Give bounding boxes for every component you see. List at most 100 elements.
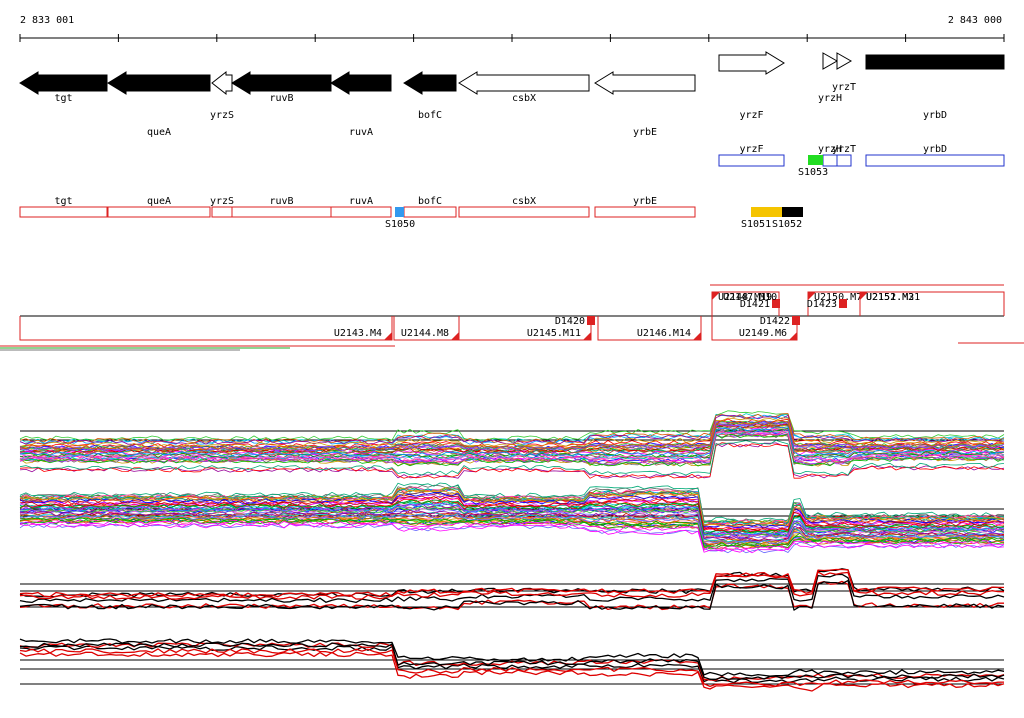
segment-start-marker: [860, 292, 868, 300]
segment-label: U2152.M3: [866, 292, 914, 303]
profile-series-line: [19, 431, 1005, 464]
profile-series-line: [19, 498, 1005, 533]
segment-track: U2143.M4 U2144.M8 U2145.M11 U2146.M14 U2149.…: [0, 284, 1024, 351]
profile-series-line: [19, 426, 1005, 457]
gene-arrow: [107, 71, 211, 95]
profile-series-line: [19, 502, 1005, 536]
profile-series-line: [19, 514, 1005, 545]
gene-arrow: [836, 52, 853, 70]
segment-label: U2146.M14: [637, 328, 691, 339]
red-box-label: yrzS: [210, 196, 234, 207]
profile-series-line: [19, 410, 1005, 441]
marker-label: S1051: [741, 219, 771, 230]
segment-end-marker: [451, 332, 459, 340]
axis-ticks: [19, 34, 1005, 42]
segment-start-marker: [712, 292, 720, 300]
profile-series-line: [19, 428, 1005, 459]
profile-series-line: [19, 648, 1005, 688]
segment-label: U2149.M6: [739, 328, 787, 339]
segment-start-marker: [808, 292, 816, 300]
profile-series-line: [19, 417, 1005, 447]
point-label: D1422: [760, 316, 790, 327]
red-annotation-box: [330, 206, 392, 218]
gene-arrow: [330, 71, 392, 95]
gene-label: csbX: [512, 93, 536, 104]
gene-label: yrzF: [739, 110, 763, 121]
segment-label: U2145.M11: [527, 328, 581, 339]
gene-label: yrzH: [818, 93, 842, 104]
segment-end-marker: [583, 332, 591, 340]
segment-bracket: [597, 316, 702, 341]
red-box-label: tgt: [54, 196, 72, 207]
profile-series-line: [19, 568, 1004, 598]
marker-box: [751, 207, 782, 217]
gene-label: yrbD: [923, 110, 947, 121]
segment-label: U2144.M8: [401, 328, 449, 339]
gene-label: bofC: [418, 110, 442, 121]
profile-series-line: [19, 579, 1005, 611]
profile-series-line: [19, 523, 1005, 554]
blue-box-label: yrbD: [923, 144, 947, 155]
marker-label: S1052: [772, 219, 802, 230]
profile-series-line: [19, 580, 1005, 611]
red-box-label: ruvA: [349, 196, 373, 207]
segment-bracket: [19, 316, 393, 341]
blue-annotation-box: [836, 154, 852, 167]
profile-series-line: [19, 573, 1005, 604]
gene-arrow-track: tgtqueAyrzSruvBruvAbofCcsbXyrbEyrzFyrzHy…: [19, 51, 1005, 138]
point-marker: [792, 316, 800, 325]
red-annotation-box: [403, 206, 457, 218]
segment-label: U2147.M10: [723, 292, 777, 303]
red-box-label: queA: [147, 196, 171, 207]
red-box-label: csbX: [512, 196, 536, 207]
profile-series-line: [19, 645, 1005, 684]
profile-series-line: [19, 642, 1005, 680]
gene-label: ruvB: [269, 93, 293, 104]
marker-box: [782, 207, 803, 217]
profile-series-line: [19, 489, 1005, 527]
profile-series-line: [19, 571, 1005, 600]
profile-series-line: [19, 638, 1005, 677]
blue-box-label: yrzF: [739, 144, 763, 155]
gene-arrow: [403, 71, 457, 95]
red-annotation-box: [211, 206, 233, 218]
point-label: D1423: [807, 299, 837, 310]
profile-series-line: [19, 510, 1005, 542]
profile-series-line: [19, 418, 1005, 449]
profile-series-line: [19, 492, 1005, 529]
blue-box-label: yrzT: [832, 144, 856, 155]
gene-arrow: [458, 71, 590, 95]
blue-annotation-box: [822, 154, 838, 167]
profile-series-line: [19, 419, 1005, 450]
red-annotation-box: [458, 206, 590, 218]
segment-end-marker: [384, 332, 392, 340]
point-marker: [772, 299, 780, 308]
marker-track: S1053 S1050 S1051 S1052: [385, 155, 828, 230]
segment-label: U2148.M19: [718, 292, 772, 303]
profile-series-line: [19, 413, 1005, 444]
point-label: D1421: [740, 299, 770, 310]
gene-arrow: [718, 51, 785, 75]
point-label: D1420: [555, 316, 585, 327]
red-box-label: bofC: [418, 196, 442, 207]
red-annotation-box: [231, 206, 332, 218]
marker-box: [395, 207, 404, 217]
gene-label: tgt: [54, 93, 72, 104]
profile-series-line: [19, 488, 1005, 526]
segment-bracket: [859, 291, 1005, 316]
gene-arrow: [594, 71, 696, 95]
segment-end-marker: [693, 332, 701, 340]
profile-series-line: [19, 413, 1005, 444]
profile-series-line: [19, 484, 1005, 524]
segment-label: U2143.M4: [334, 328, 382, 339]
segment-label: U2150.M7: [814, 292, 862, 303]
marker-label: S1050: [385, 219, 415, 230]
marker-label: S1053: [798, 167, 828, 178]
blue-box-label: yrzH: [818, 144, 842, 155]
profile-series-line: [19, 499, 1005, 534]
profile-series-line: [19, 512, 1004, 543]
gene-arrow: [231, 71, 332, 95]
